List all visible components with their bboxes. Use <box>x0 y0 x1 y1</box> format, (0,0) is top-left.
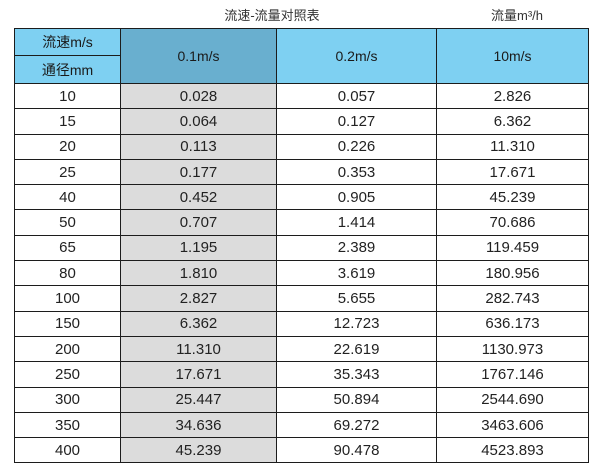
corner-velocity-label: 流速m/s <box>14 28 121 56</box>
diameter-cell: 25 <box>14 158 121 186</box>
table-row: 65 1.195 2.389 119.459 <box>14 234 589 262</box>
corner-diameter-label: 通径mm <box>14 55 121 84</box>
column-header-0.2ms: 0.2m/s <box>276 28 437 84</box>
flow-cell: 180.956 <box>436 260 589 287</box>
flow-cell: 0.707 <box>120 209 277 236</box>
page-title: 流速-流量对照表 <box>224 8 320 23</box>
table-row: 200 11.310 22.619 1130.973 <box>14 335 589 363</box>
flow-cell: 25.447 <box>120 386 277 413</box>
flow-cell: 22.619 <box>276 335 437 363</box>
flow-cell: 69.272 <box>276 411 437 439</box>
flow-cell: 45.239 <box>436 184 589 211</box>
table-row: 40 0.452 0.905 45.239 <box>14 184 589 211</box>
diameter-cell: 80 <box>14 260 121 287</box>
flow-cell: 3463.606 <box>436 411 589 439</box>
table-row: 100 2.827 5.655 282.743 <box>14 285 589 312</box>
flow-cell: 119.459 <box>436 234 589 262</box>
flow-cell: 90.478 <box>276 437 437 464</box>
flow-cell: 70.686 <box>436 209 589 236</box>
diameter-cell: 65 <box>14 234 121 262</box>
diameter-cell: 40 <box>14 184 121 211</box>
flow-cell: 5.655 <box>276 285 437 312</box>
table-row: 20 0.113 0.226 11.310 <box>14 133 589 160</box>
flow-cell: 2.827 <box>120 285 277 312</box>
flow-cell: 2544.690 <box>436 386 589 413</box>
table-row: 15 0.064 0.127 6.362 <box>14 108 589 135</box>
table-row: 300 25.447 50.894 2544.690 <box>14 386 589 413</box>
flow-cell: 0.057 <box>276 82 437 110</box>
flow-cell: 0.028 <box>120 82 277 110</box>
flow-cell: 0.353 <box>276 158 437 186</box>
table-row: 25 0.177 0.353 17.671 <box>14 158 589 186</box>
flow-cell: 1767.146 <box>436 361 589 388</box>
table-row: 350 34.636 69.272 3463.606 <box>14 411 589 439</box>
flow-cell: 45.239 <box>120 437 277 464</box>
flow-cell: 3.619 <box>276 260 437 287</box>
flow-cell: 1130.973 <box>436 335 589 363</box>
flow-cell: 0.113 <box>120 133 277 160</box>
flow-cell: 4523.893 <box>436 437 589 464</box>
flow-unit-label: 流量m³/h <box>490 8 544 23</box>
flow-cell: 0.452 <box>120 184 277 211</box>
flow-cell: 6.362 <box>120 310 277 337</box>
table-header: 流速m/s 0.1m/s 0.2m/s 10m/s 通径mm <box>14 28 589 84</box>
flow-cell: 1.414 <box>276 209 437 236</box>
flow-cell: 0.177 <box>120 158 277 186</box>
diameter-cell: 200 <box>14 335 121 363</box>
flow-cell: 34.636 <box>120 411 277 439</box>
column-header-10ms: 10m/s <box>436 28 589 84</box>
diameter-cell: 350 <box>14 411 121 439</box>
column-header-0.1ms: 0.1m/s <box>120 28 277 84</box>
title-bar: 流速-流量对照表 流量m³/h <box>0 0 600 28</box>
flow-cell: 6.362 <box>436 108 589 135</box>
diameter-cell: 400 <box>14 437 121 464</box>
flow-cell: 50.894 <box>276 386 437 413</box>
flow-cell: 11.310 <box>436 133 589 160</box>
table-body: 10 0.028 0.057 2.826 15 0.064 0.127 6.36… <box>14 82 589 464</box>
flow-cell: 17.671 <box>120 361 277 388</box>
diameter-cell: 100 <box>14 285 121 312</box>
flow-cell: 0.905 <box>276 184 437 211</box>
flow-rate-table: 流速m/s 0.1m/s 0.2m/s 10m/s 通径mm 10 0.028 … <box>14 28 589 464</box>
diameter-cell: 250 <box>14 361 121 388</box>
flow-cell: 1.195 <box>120 234 277 262</box>
flow-cell: 11.310 <box>120 335 277 363</box>
table-row: 10 0.028 0.057 2.826 <box>14 82 589 110</box>
diameter-cell: 15 <box>14 108 121 135</box>
flow-cell: 1.810 <box>120 260 277 287</box>
table-row: 400 45.239 90.478 4523.893 <box>14 437 589 464</box>
flow-cell: 0.127 <box>276 108 437 135</box>
flow-cell: 2.389 <box>276 234 437 262</box>
diameter-cell: 150 <box>14 310 121 337</box>
table-row: 50 0.707 1.414 70.686 <box>14 209 589 236</box>
flow-cell: 636.173 <box>436 310 589 337</box>
table-row: 80 1.810 3.619 180.956 <box>14 260 589 287</box>
diameter-cell: 300 <box>14 386 121 413</box>
diameter-cell: 20 <box>14 133 121 160</box>
table-row: 250 17.671 35.343 1767.146 <box>14 361 589 388</box>
table-row: 150 6.362 12.723 636.173 <box>14 310 589 337</box>
diameter-cell: 50 <box>14 209 121 236</box>
flow-cell: 17.671 <box>436 158 589 186</box>
flow-cell: 0.226 <box>276 133 437 160</box>
flow-cell: 2.826 <box>436 82 589 110</box>
flow-cell: 35.343 <box>276 361 437 388</box>
flow-cell: 282.743 <box>436 285 589 312</box>
flow-cell: 0.064 <box>120 108 277 135</box>
flow-cell: 12.723 <box>276 310 437 337</box>
diameter-cell: 10 <box>14 82 121 110</box>
